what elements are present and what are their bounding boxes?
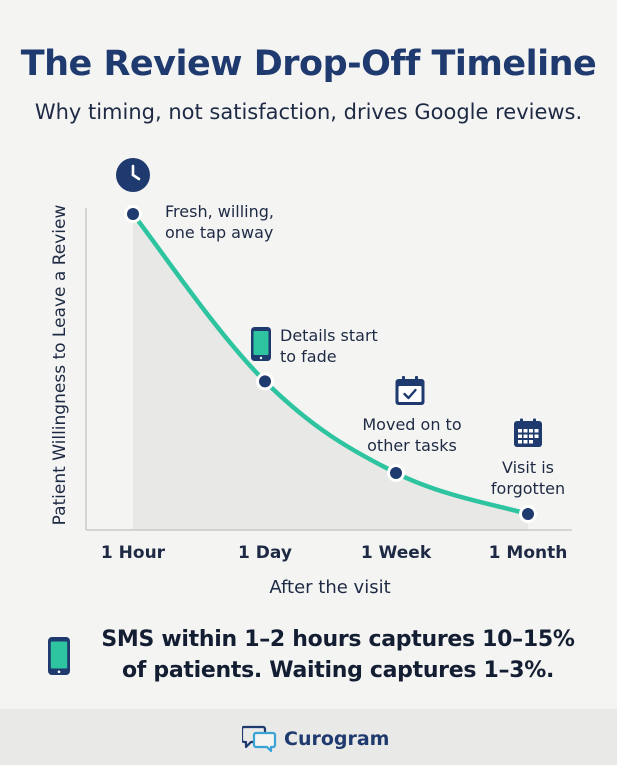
y-axis-label: Patient Willingness to Leave a Review bbox=[50, 204, 70, 526]
phone-icon bbox=[47, 636, 71, 681]
chat-bubbles-icon bbox=[240, 724, 278, 757]
data-point-1-month bbox=[522, 508, 534, 520]
x-tick-label: 1 Week bbox=[360, 543, 432, 563]
series-line bbox=[130, 211, 531, 517]
brand-name: Curogram bbox=[284, 728, 390, 750]
clock-icon bbox=[115, 157, 151, 198]
data-point-1-week bbox=[390, 466, 402, 479]
annotation-1-day: Details start to fade bbox=[280, 326, 378, 366]
annotation-1-month: Visit is forgotten bbox=[490, 458, 566, 498]
curve-area-fill bbox=[133, 214, 528, 530]
calendar-check-icon bbox=[394, 375, 426, 412]
annotation-1-week: Moved on to other tasks bbox=[362, 415, 462, 455]
x-tick-label: 1 Hour bbox=[100, 543, 166, 563]
data-point-1-day bbox=[259, 375, 271, 388]
data-point-1-hour bbox=[127, 208, 139, 220]
page-subtitle: Why timing, not satisfaction, drives Goo… bbox=[34, 100, 583, 124]
x-tick-label: 1 Day bbox=[238, 543, 292, 563]
x-axis-label: After the visit bbox=[269, 577, 391, 598]
annotation-1-hour: Fresh, willing, one tap away bbox=[165, 202, 275, 242]
footer: Curogram bbox=[0, 709, 617, 765]
phone-icon bbox=[250, 326, 272, 367]
x-tick-label: 1 Month bbox=[488, 543, 568, 563]
callout-text: SMS within 1–2 hours captures 10–15% of … bbox=[101, 627, 575, 683]
page-title: The Review Drop-Off Timeline bbox=[20, 44, 597, 84]
calendar-icon bbox=[513, 418, 543, 453]
